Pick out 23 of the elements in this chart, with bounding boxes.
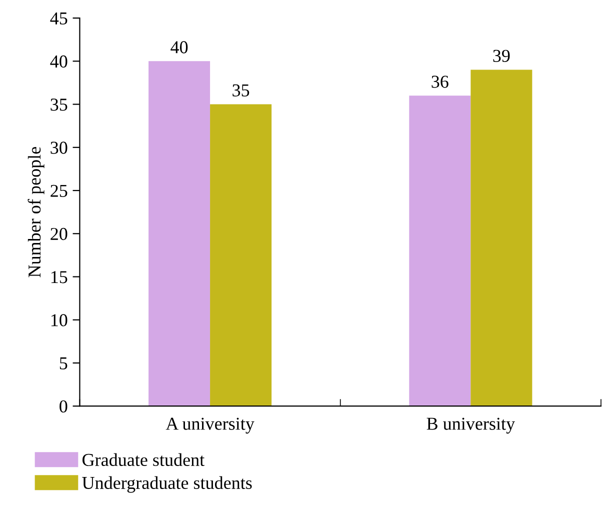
y-tick-label: 15 (51, 271, 68, 284)
data-label: 40 (170, 41, 188, 54)
x-tick-label: B university (426, 418, 515, 434)
y-tick-label: 20 (50, 228, 68, 240)
bar (210, 104, 272, 406)
y-tick-label: 10 (51, 314, 68, 326)
y-tick-label: 30 (50, 142, 68, 154)
y-tick-label: 5 (60, 357, 68, 370)
y-tick-label: 35 (50, 98, 68, 111)
bar (470, 70, 532, 406)
y-tick-label: 40 (50, 55, 68, 68)
bar (409, 96, 471, 406)
x-tick-label: A university (166, 418, 254, 434)
data-label: 35 (232, 84, 250, 96)
legend-label: Graduate student (82, 453, 204, 466)
data-label: 36 (432, 76, 448, 88)
bar (148, 61, 210, 406)
y-tick-label: 45 (50, 12, 68, 24)
y-tick-label: 25 (50, 184, 68, 197)
y-axis-title: Number of people (28, 147, 44, 278)
y-tick-label: 0 (60, 400, 68, 413)
legend-label: Undergraduate students (82, 476, 252, 493)
data-label: 39 (493, 50, 510, 62)
